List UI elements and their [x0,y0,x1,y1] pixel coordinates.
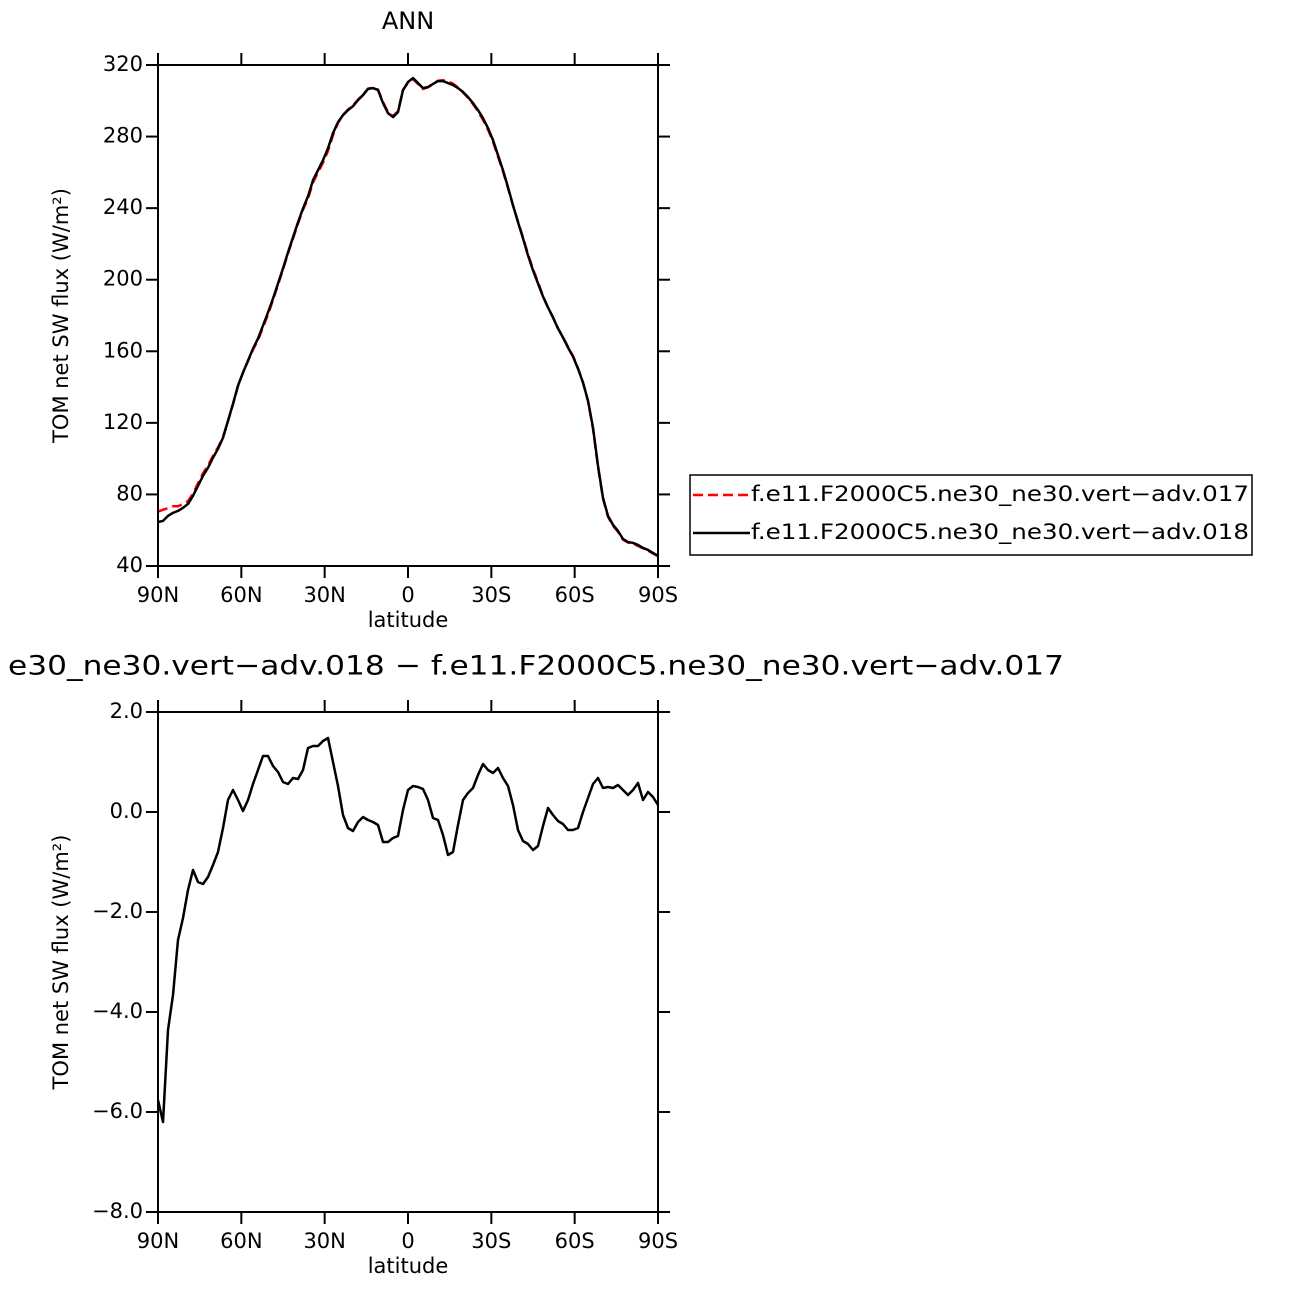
y-tick-label: −8.0 [92,1199,143,1223]
data-line [157,76,659,558]
y-tick-label: −6.0 [92,1099,143,1123]
x-tick-label: 60N [220,583,262,607]
x-tick-label: 60S [555,1229,595,1253]
legend-label: f.e11.F2000C5.ne30_ne30.vert−adv.018 [751,520,1249,545]
y-tick-label: 0.0 [110,799,143,823]
x-tick-label: 0 [401,1229,414,1253]
y-tick-label: 200 [103,267,143,291]
y-tick-label: 40 [116,553,143,577]
y-tick-label: 240 [103,195,143,219]
x-tick-label: 30N [303,583,345,607]
plot-frame [157,711,659,1213]
chart-title: e30_ne30.vert−adv.018 − f.e11.F2000C5.ne… [8,651,1064,682]
x-axis-label: latitude [368,608,449,632]
x-tick-label: 90N [137,1229,179,1253]
x-tick-label: 90S [638,1229,678,1253]
x-tick-label: 60S [555,583,595,607]
y-tick-label: 80 [116,481,143,505]
legend-label: f.e11.F2000C5.ne30_ne30.vert−adv.017 [751,482,1249,507]
x-tick-label: 0 [401,583,414,607]
chart-title: ANN [382,7,434,35]
y-tick-label: 120 [103,410,143,434]
y-axis-label: TOM net SW flux (W/m²) [49,188,73,444]
x-axis-label: latitude [368,1254,449,1278]
y-tick-label: 2.0 [110,699,143,723]
x-tick-label: 90N [137,583,179,607]
x-tick-label: 60N [220,1229,262,1253]
x-tick-label: 30S [471,583,511,607]
plot-frame [157,64,659,567]
y-tick-label: 320 [103,52,143,76]
x-tick-label: 30S [471,1229,511,1253]
legend-box [689,474,1253,556]
x-tick-label: 90S [638,583,678,607]
x-tick-label: 30N [303,1229,345,1253]
y-tick-label: 160 [103,338,143,362]
y-tick-label: −4.0 [92,999,143,1023]
data-line [157,77,659,558]
y-tick-label: −2.0 [92,899,143,923]
data-line [156,736,660,1124]
y-tick-label: 280 [103,124,143,148]
y-axis-label: TOM net SW flux (W/m²) [49,835,73,1091]
